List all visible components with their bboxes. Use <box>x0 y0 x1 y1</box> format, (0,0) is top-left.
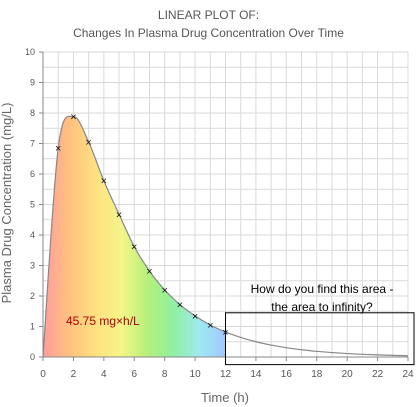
x-tick-label: 16 <box>281 369 293 380</box>
x-tick-label: 0 <box>40 369 46 380</box>
question-annotation-line-2: the area to infinity? <box>271 300 373 314</box>
data-point-marker: × <box>192 311 198 323</box>
tail-region-box <box>225 312 415 366</box>
x-tick-label: 22 <box>372 369 384 380</box>
data-point-marker: × <box>85 137 91 149</box>
y-tick-label: 0 <box>30 352 35 362</box>
y-tick-label: 4 <box>30 230 35 240</box>
annotations: 45.75 mg×h/L How do you find this area -… <box>66 282 415 366</box>
auc-value-label: 45.75 mg×h/L <box>66 314 140 328</box>
chart-subtitle: Changes In Plasma Drug Concentration Ove… <box>73 26 344 40</box>
x-tick-label: 6 <box>131 369 137 380</box>
x-tick-label: 12 <box>220 369 232 380</box>
x-tick-label: 10 <box>190 369 202 380</box>
y-tick-label: 7 <box>30 139 35 149</box>
y-axis-label: Plasma Drug Concentration (mg/L) <box>0 103 14 304</box>
y-tick-label: 9 <box>30 78 35 88</box>
data-point-marker: × <box>207 320 213 332</box>
x-tick-label: 2 <box>71 369 77 380</box>
data-point-marker: × <box>131 242 137 254</box>
concentration-curve <box>42 115 409 358</box>
data-point-marker: × <box>177 300 183 312</box>
data-point-marker: × <box>161 285 167 297</box>
data-point-marker: × <box>146 266 152 278</box>
x-tick-label: 24 <box>402 369 414 380</box>
x-tick-label: 20 <box>342 369 354 380</box>
y-tick-label: 10 <box>25 47 35 57</box>
y-tick-label: 3 <box>30 261 35 271</box>
y-tick-label: 5 <box>30 200 35 210</box>
x-axis-label: Time (h) <box>201 390 249 405</box>
y-tick-label: 1 <box>30 322 35 332</box>
y-tick-label: 2 <box>30 291 35 301</box>
question-annotation-line-1: How do you find this area - <box>251 282 394 296</box>
x-tick-label: 4 <box>101 369 107 380</box>
auc-area-layer <box>43 116 226 357</box>
data-point-marker: × <box>70 112 76 124</box>
chart-title: LINEAR PLOT OF: <box>157 8 260 22</box>
auc-fill <box>43 116 226 357</box>
x-tick-label: 18 <box>311 369 323 380</box>
y-tick-label: 8 <box>30 108 35 118</box>
curve-layer <box>42 115 409 358</box>
x-tick-label: 8 <box>162 369 168 380</box>
x-tick-label: 14 <box>250 369 262 380</box>
data-point-marker: × <box>101 176 107 188</box>
data-point-marker: × <box>55 143 61 155</box>
y-tick-label: 6 <box>30 169 35 179</box>
data-point-marker: × <box>116 209 122 221</box>
